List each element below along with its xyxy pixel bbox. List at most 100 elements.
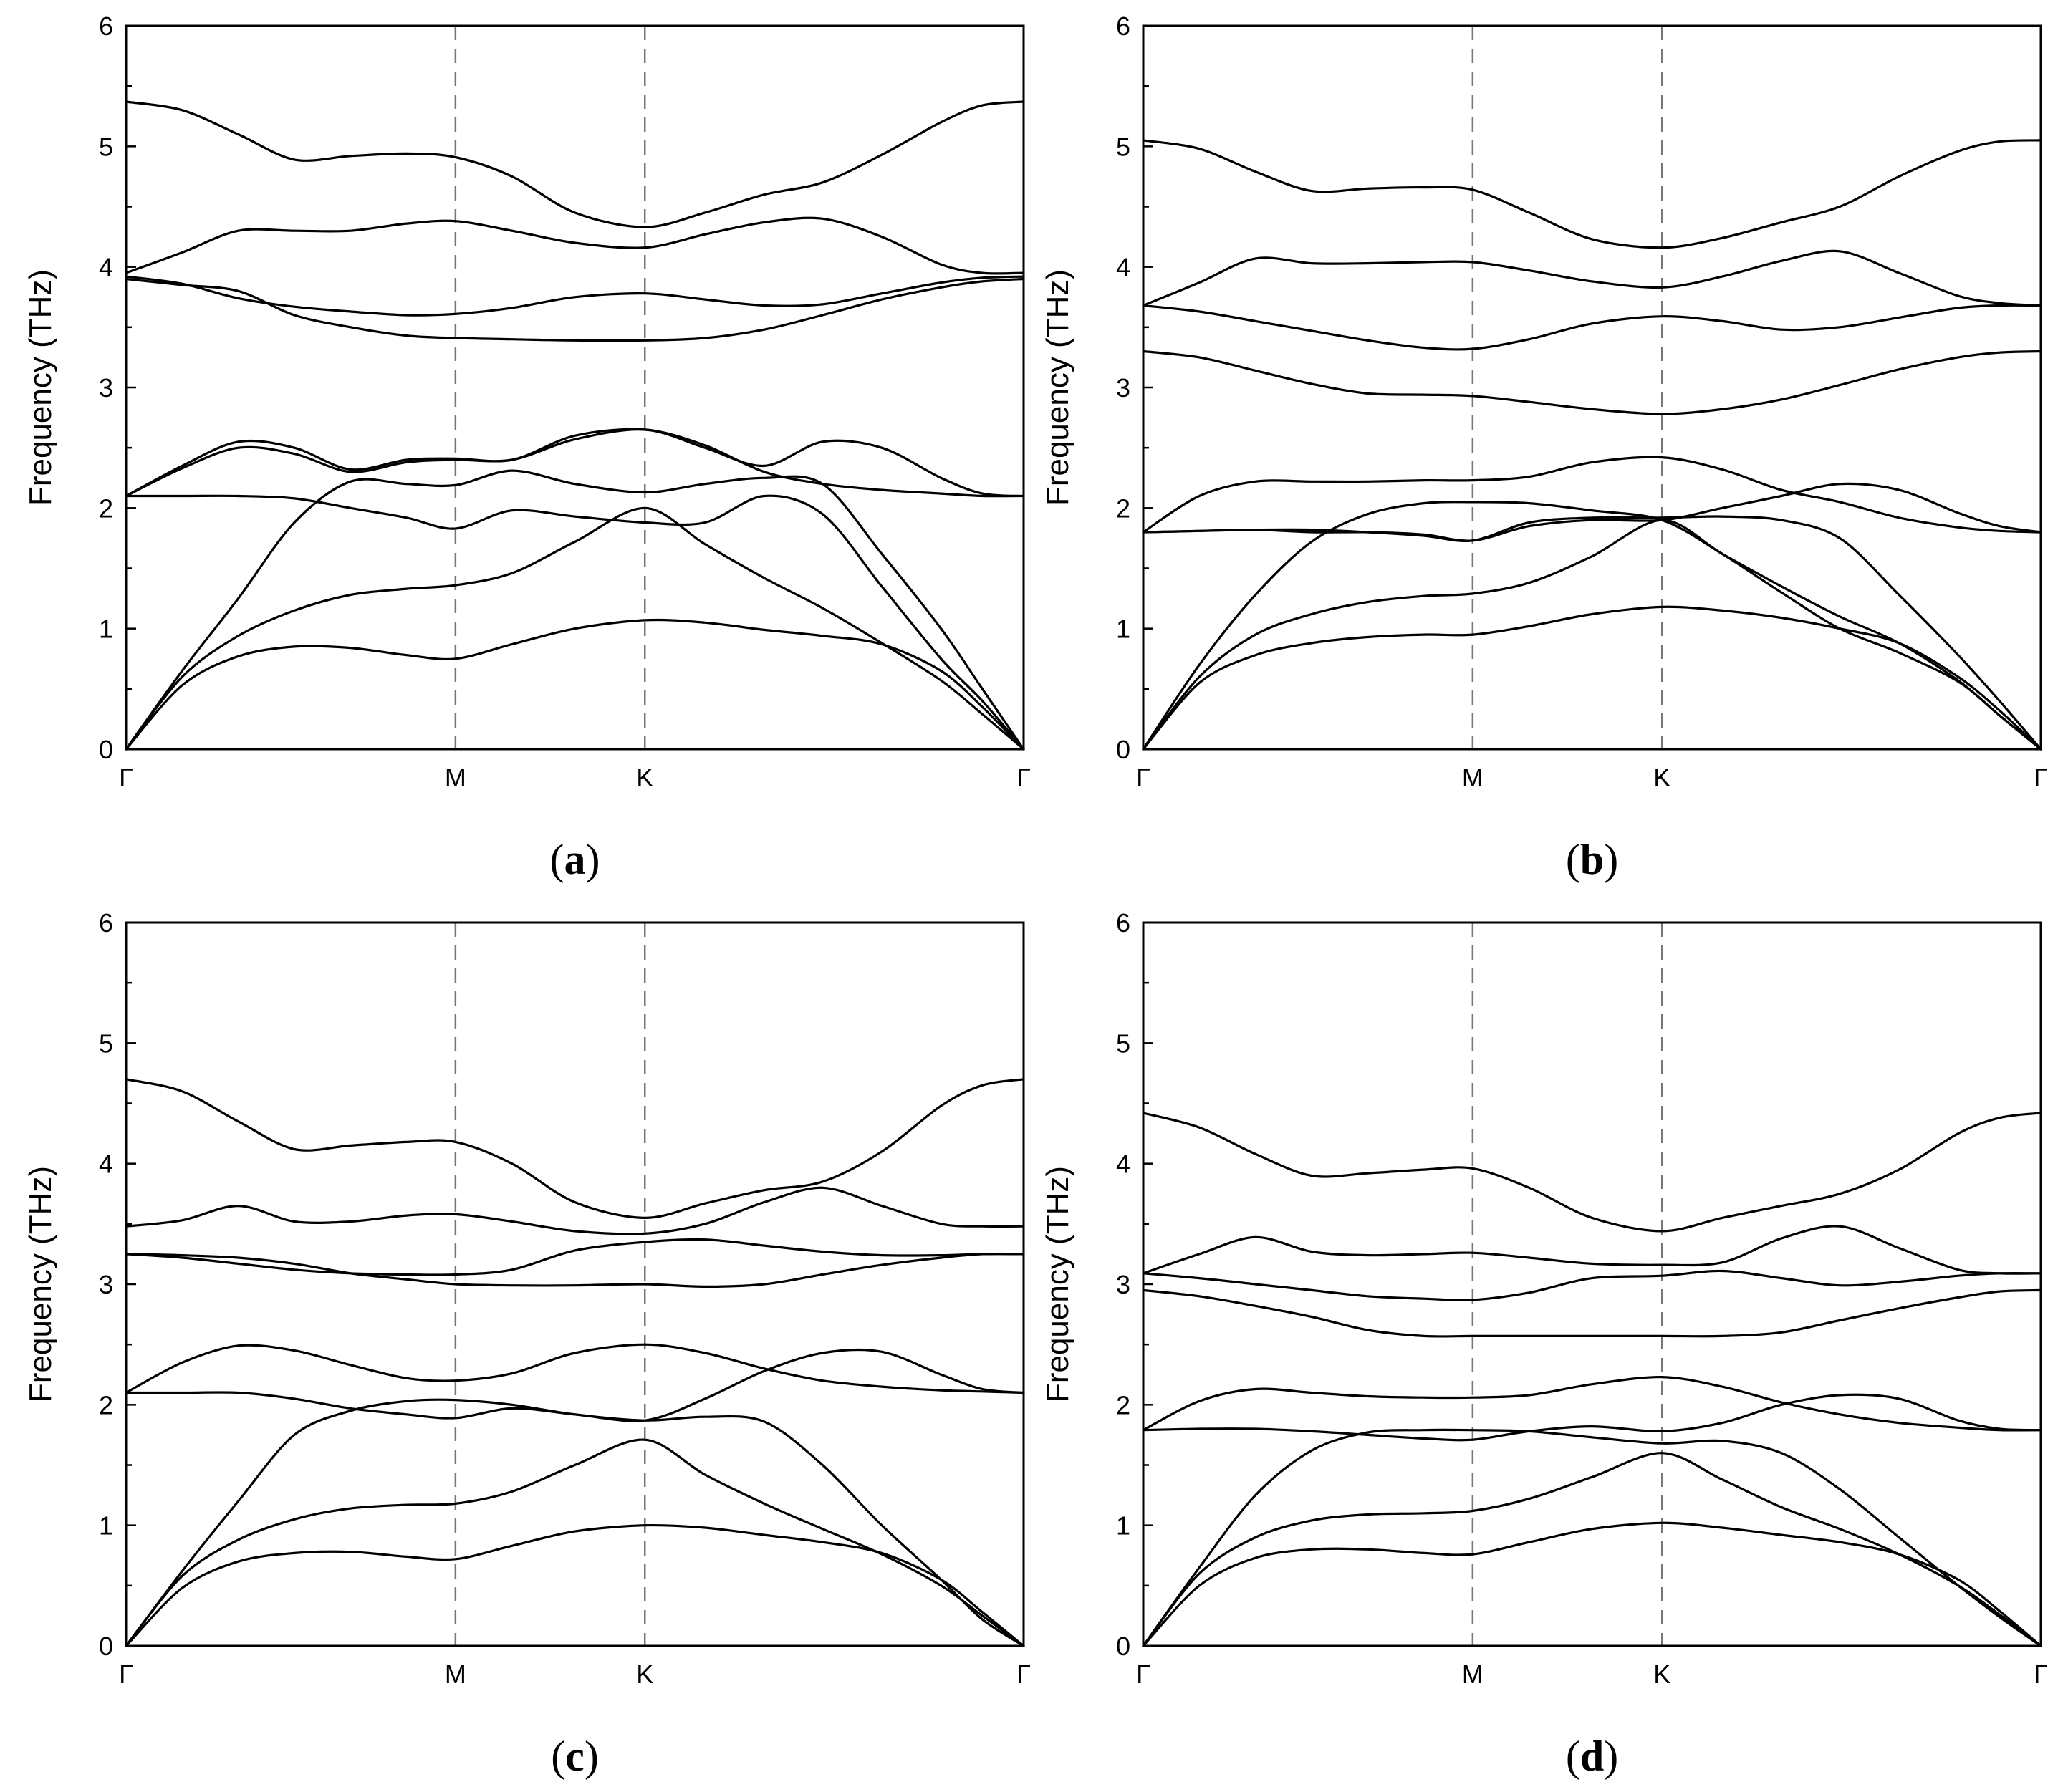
phonon-band-5 <box>1142 1375 2042 1432</box>
phonon-band-6 <box>125 1252 1025 1288</box>
panel-caption-letter: a <box>564 836 586 883</box>
panel-caption-letter: d <box>1580 1733 1604 1780</box>
x-tick-label: Γ <box>1136 1659 1150 1689</box>
x-tick-label: M <box>445 1659 466 1689</box>
y-axis-title: Frequency (THz) <box>23 1166 58 1402</box>
plot-frame <box>125 24 1025 751</box>
x-tick-label: Γ <box>119 1659 133 1689</box>
phonon-band-10 <box>1142 139 2042 249</box>
y-tick-label: 2 <box>99 493 113 523</box>
x-tick-label: M <box>1462 1659 1483 1689</box>
phonon-band-2 <box>1142 519 2042 751</box>
y-tick-label: 6 <box>1116 908 1130 938</box>
y-tick-label: 0 <box>1116 735 1130 764</box>
x-tick-label: M <box>1462 763 1483 792</box>
y-tick-label: 5 <box>99 1029 113 1058</box>
phonon-band-3 <box>125 1398 1025 1647</box>
y-tick-label: 1 <box>1116 615 1130 644</box>
x-tick-label: Γ <box>2034 1659 2048 1689</box>
phonon-band-4 <box>1142 515 2042 751</box>
phonon-band-5 <box>125 1343 1025 1394</box>
y-tick-label: 6 <box>1116 11 1130 41</box>
phonon-band-6 <box>125 428 1025 498</box>
phonon-band-9 <box>1142 249 2042 307</box>
phonon-band-1 <box>125 1523 1025 1647</box>
y-tick-label: 4 <box>99 253 113 282</box>
phonon-band-7 <box>1142 1269 2042 1301</box>
phonon-bands <box>1142 139 2042 751</box>
panel-caption: (a) <box>550 836 600 883</box>
y-tick-label: 1 <box>1116 1511 1130 1541</box>
y-tick-label: 1 <box>99 1511 113 1541</box>
phonon-band-6 <box>1142 456 2042 534</box>
phonon-band-9 <box>125 1078 1025 1220</box>
phonon-band-4 <box>125 494 1025 751</box>
panel-d: 0 1 2 3 4 5 6 Γ M K Γ Frequency (THz) (d) <box>1040 908 2048 1780</box>
panel-caption-letter: b <box>1580 836 1604 883</box>
panel-caption: (d) <box>1566 1733 1618 1780</box>
y-tick-label: 3 <box>99 1270 113 1299</box>
y-axis-title: Frequency (THz) <box>1040 1166 1075 1402</box>
phonon-band-4 <box>125 1348 1025 1422</box>
x-tick-label: Γ <box>1016 763 1031 792</box>
x-tick-label: K <box>1653 1659 1670 1689</box>
x-tick-label: Γ <box>119 763 133 792</box>
phonon-band-8 <box>125 1186 1025 1235</box>
y-tick-label: 4 <box>1116 1150 1130 1179</box>
phonon-band-3 <box>125 469 1025 751</box>
y-tick-label: 0 <box>1116 1632 1130 1661</box>
phonon-bands <box>125 100 1025 751</box>
y-tick-label: 2 <box>99 1390 113 1420</box>
y-tick-label: 6 <box>99 908 113 938</box>
phonon-band-4 <box>1142 1393 2042 1442</box>
panel-a: 0 1 2 3 4 5 6 Γ M K Γ Frequency (THz) (a) <box>23 11 1031 883</box>
panel-caption: (b) <box>1566 836 1618 883</box>
x-tick-label: Γ <box>1016 1659 1031 1689</box>
y-tick-label: 3 <box>99 373 113 403</box>
phonon-band-10 <box>125 100 1025 228</box>
x-tick-label: K <box>1653 763 1670 792</box>
x-tick-label: K <box>636 763 653 792</box>
y-tick-label: 5 <box>1116 1029 1130 1058</box>
panel-c: 0 1 2 3 4 5 6 Γ M K Γ Frequency (THz) (c) <box>23 908 1031 1780</box>
x-tick-label: K <box>636 1659 653 1689</box>
phonon-band-2 <box>125 1438 1025 1647</box>
y-tick-label: 1 <box>99 615 113 644</box>
phonon-band-1 <box>1142 1521 2042 1647</box>
plot-frame <box>1142 921 2042 1647</box>
phonon-band-5 <box>125 428 1025 498</box>
x-tick-label: M <box>445 763 466 792</box>
y-tick-label: 3 <box>1116 1270 1130 1299</box>
phonon-band-7 <box>125 1238 1025 1276</box>
y-tick-label: 6 <box>99 11 113 41</box>
phonon-band-9 <box>1142 1112 2042 1233</box>
x-tick-label: Γ <box>1136 763 1150 792</box>
y-tick-label: 0 <box>99 735 113 764</box>
x-tick-label: Γ <box>2034 763 2048 792</box>
phonon-band-7 <box>125 277 1025 342</box>
phonon-band-7 <box>1142 350 2042 415</box>
phonon-band-3 <box>1142 501 2042 751</box>
y-tick-label: 2 <box>1116 1390 1130 1420</box>
y-tick-label: 4 <box>99 1150 113 1179</box>
y-axis-title: Frequency (THz) <box>23 269 58 506</box>
y-tick-label: 5 <box>99 132 113 161</box>
phonon-band-8 <box>1142 1225 2042 1275</box>
y-tick-label: 4 <box>1116 253 1130 282</box>
y-tick-label: 3 <box>1116 373 1130 403</box>
phonon-band-2 <box>125 506 1025 751</box>
panel-b: 0 1 2 3 4 5 6 Γ M K Γ Frequency (THz) (b) <box>1040 11 2048 883</box>
phonon-band-2 <box>1142 1452 2042 1647</box>
phonon-band-5 <box>1142 482 2042 542</box>
phonon-band-3 <box>1142 1428 2042 1647</box>
phonon-band-1 <box>125 618 1025 751</box>
y-tick-label: 0 <box>99 1632 113 1661</box>
phonon-bands <box>1142 1112 2042 1647</box>
plot-frame <box>1142 24 2042 751</box>
phonon-band-8 <box>1142 304 2042 351</box>
y-axis-title: Frequency (THz) <box>1040 269 1075 506</box>
phonon-band-1 <box>1142 605 2042 751</box>
phonon-band-8 <box>125 275 1025 317</box>
y-tick-label: 2 <box>1116 493 1130 523</box>
